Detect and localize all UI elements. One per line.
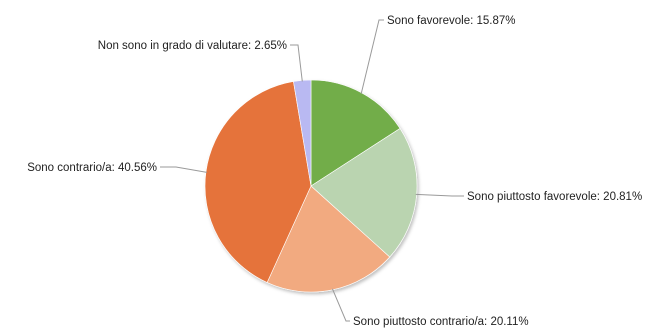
leader-line-sono-contrario-a [160,166,207,173]
leader-line-sono-piuttosto-contrario-a [331,288,350,322]
leader-line-sono-piuttosto-favorevole [415,193,464,197]
slice-label-non-sono-in-grado-di-valutare: Non sono in grado di valutare: 2.65% [98,40,287,52]
leader-line-sono-favorevole [360,19,384,94]
leader-line-non-sono-in-grado-di-valutare [290,44,303,82]
slice-label-sono-piuttosto-contrario-a: Sono piuttosto contrario/a: 20.11% [353,316,529,328]
pie-labels: Sono favorevole: 15.87% Sono piuttosto fa… [27,15,642,328]
slice-label-sono-favorevole: Sono favorevole: 15.87% [387,15,516,27]
pie-slices [204,79,418,293]
pie-leader-lines [160,19,464,322]
slice-label-sono-contrario-a: Sono contrario/a: 40.56% [27,162,157,174]
slice-label-sono-piuttosto-favorevole: Sono piuttosto favorevole: 20.81% [467,191,642,203]
